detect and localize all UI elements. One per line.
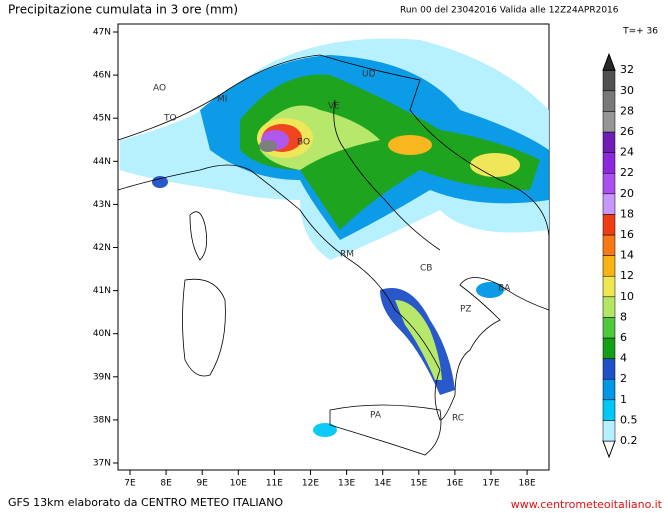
colorbar-label: 0.2	[620, 434, 638, 447]
colorbar-label: 32	[620, 63, 634, 76]
precip-area	[388, 135, 432, 155]
colorbar-bottom	[602, 440, 616, 459]
lon-label: 12E	[302, 479, 319, 489]
city-label: PA	[370, 411, 382, 421]
colorbar-label: 6	[620, 331, 627, 344]
colorbar-segment	[602, 131, 616, 153]
lat-label: 42N	[93, 243, 111, 253]
colorbar-segment	[602, 296, 616, 318]
colorbar-segment	[602, 90, 616, 112]
city-label: VE	[328, 102, 340, 112]
precip-area	[152, 176, 168, 188]
lon-label: 17E	[482, 479, 499, 489]
colorbar-label: 30	[620, 84, 634, 97]
colorbar-segment	[602, 275, 616, 298]
colorbar-label: 12	[620, 269, 634, 282]
colorbar-label: 10	[620, 290, 634, 303]
lon-label: 11E	[266, 479, 283, 489]
colorbar-label: 28	[620, 104, 634, 117]
colorbar-label: 2	[620, 372, 627, 385]
colorbar-label: 24	[620, 146, 634, 159]
colorbar-label: 4	[620, 352, 627, 365]
colorbar-segment	[602, 152, 616, 174]
city-label: CB	[420, 264, 432, 274]
colorbar-segment	[602, 111, 616, 133]
coastline	[329, 404, 442, 456]
city-label: TO	[163, 114, 177, 124]
lat-label: 44N	[93, 157, 111, 167]
precip-area	[395, 300, 442, 380]
coastline	[333, 99, 441, 251]
lat-label: 46N	[93, 71, 111, 81]
lon-label: 13E	[338, 479, 355, 489]
colorbar-label: 26	[620, 125, 634, 138]
precip-areas	[120, 38, 549, 437]
city-label: MI	[217, 95, 227, 105]
title: Precipitazione cumulata in 3 ore (mm)	[8, 3, 238, 17]
colorbar-segment	[602, 337, 616, 359]
coastline	[189, 211, 208, 261]
lat-label: 40N	[93, 329, 111, 339]
colorbar-segment	[602, 69, 616, 92]
coastlines	[117, 54, 550, 456]
city-label: AO	[153, 84, 166, 94]
colorbar-segment	[602, 214, 616, 236]
lat-label: 38N	[93, 415, 111, 425]
colorbar-segment	[602, 358, 616, 380]
lat-label: 41N	[93, 286, 111, 296]
colorbar-segment	[602, 420, 616, 442]
city-label: BA	[498, 284, 511, 294]
city-label: PZ	[460, 305, 472, 315]
lon-label: 7E	[124, 479, 136, 489]
precip-area	[259, 140, 277, 152]
colorbar-segment	[602, 255, 616, 277]
colorbar-label: 8	[620, 310, 627, 323]
forecast-step: T=+ 36	[622, 27, 658, 37]
lon-label: 16E	[446, 479, 463, 489]
colorbar-segment	[602, 193, 616, 215]
run-info: Run 00 del 23042016 Valida alle 12Z24APR…	[400, 6, 619, 16]
lat-label: 37N	[93, 459, 111, 469]
lon-label: 9E	[196, 479, 208, 489]
colorbar-segment	[602, 378, 616, 401]
colorbar-label: 0.5	[620, 413, 638, 426]
city-label: RM	[340, 250, 354, 260]
lat-label: 47N	[93, 28, 111, 38]
footer-credit: GFS 13km elaborato da CENTRO METEO ITALI…	[8, 496, 283, 509]
colorbar-label: 20	[620, 187, 634, 200]
colorbar-top	[602, 52, 616, 71]
lat-label: 43N	[93, 200, 111, 210]
lon-label: 18E	[519, 479, 536, 489]
lon-label: 15E	[410, 479, 427, 489]
colorbar-label: 18	[620, 207, 634, 220]
precip-area	[476, 282, 504, 298]
colorbar-label: 14	[620, 249, 634, 262]
colorbar-label: 22	[620, 166, 634, 179]
map-area	[117, 23, 550, 471]
city-label: RC	[452, 414, 464, 424]
colorbar-label: 1	[620, 393, 627, 406]
lat-label: 45N	[93, 114, 111, 124]
colorbar-segment	[602, 317, 616, 339]
lon-label: 10E	[230, 479, 247, 489]
colorbar-segment	[602, 172, 616, 195]
colorbar-segment	[602, 399, 616, 421]
lon-label: 8E	[160, 479, 172, 489]
city-label: UD	[362, 70, 376, 80]
colorbar-label: 16	[620, 228, 634, 241]
coastline	[182, 278, 226, 377]
coastline	[117, 54, 550, 421]
colorbar-segment	[602, 234, 616, 256]
city-label: BO	[297, 138, 310, 148]
lon-label: 14E	[374, 479, 391, 489]
precip-area	[313, 423, 337, 437]
lat-label: 39N	[93, 372, 111, 382]
footer-url[interactable]: www.centrometeoitaliano.it	[511, 498, 663, 511]
precip-area	[470, 153, 520, 177]
